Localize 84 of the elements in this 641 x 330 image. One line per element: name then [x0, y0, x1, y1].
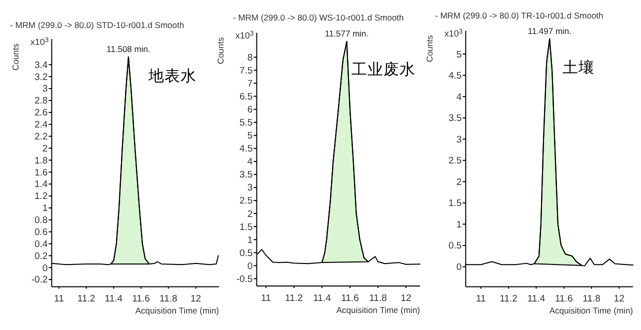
y-tick-label: 0 — [247, 260, 253, 272]
y-tick-label: 2.8 — [34, 96, 48, 107]
x-tick-label: 11.6 — [341, 293, 359, 304]
y-tick-label: 1 — [247, 234, 253, 246]
y-tick-label: 1.2 — [34, 191, 48, 202]
y-tick-label: 6 — [247, 104, 253, 116]
chart-title: - MRM (299.0 -> 80.0) STD-10-r001.d Smooth — [10, 20, 184, 30]
x-tick-label: 11.4 — [104, 294, 123, 305]
x-tick-label: 11 — [476, 294, 486, 305]
x-tick-label: 12 — [190, 294, 202, 305]
y-tick-label: 5 — [247, 130, 253, 142]
y-tick-label: 0.5 — [239, 248, 253, 259]
y-tick-label: 3.4 — [34, 60, 48, 71]
y-tick-label: 1.4 — [34, 179, 48, 190]
text: x10$^{3}$ — [30, 36, 49, 47]
y-tick-label: 4 — [456, 92, 462, 103]
y-tick-label: 2.4 — [34, 120, 48, 131]
y-tick-label: 8 — [247, 52, 253, 64]
x-tick-label: 11.4 — [313, 293, 331, 304]
y-axis-title: Counts — [424, 35, 435, 62]
y-tick-label: 0 — [456, 262, 462, 273]
y-tick-label: 3.5 — [239, 170, 253, 181]
y-axis-title: Counts — [10, 44, 21, 70]
x-tick-label: 11.8 — [582, 294, 600, 305]
y-tick-label: 6.5 — [239, 91, 253, 102]
x-tick-label: 11.2 — [285, 293, 303, 304]
x-tick-label: 11.2 — [500, 294, 518, 305]
y-tick-label: -0.2 — [31, 274, 48, 286]
x-tick-label: 11 — [54, 294, 64, 305]
annotation: 11.497 min. — [528, 26, 572, 36]
chart-title: - MRM (299.0 -> 80.0) TR-10-r001.d Smooth — [435, 10, 604, 21]
x-tick-label: 11.4 — [527, 294, 546, 305]
y-tick-label: 7 — [247, 78, 253, 90]
y-tick-label: 4.5 — [239, 144, 253, 155]
y-tick-label: 0.5 — [448, 240, 462, 252]
y-tick-label: 0.2 — [34, 250, 48, 262]
y-tick-label: 2 — [42, 143, 48, 154]
x-tick-label: 12 — [614, 294, 624, 305]
x-axis-title: Acquisition Time (min) — [549, 306, 634, 316]
text: x10$^{3}$ — [235, 30, 254, 41]
y-tick-label: 2.5 — [239, 196, 253, 207]
y-tick-label: 3.2 — [34, 72, 48, 83]
text: x10$^{3}$ — [444, 28, 463, 39]
y-tick-label: 4 — [247, 156, 253, 168]
y-tick-label: 3 — [42, 84, 48, 95]
annotation: 地表水 — [148, 67, 197, 85]
y-tick-label: 5.5 — [239, 118, 253, 129]
annotation: 土壤 — [562, 58, 595, 77]
x-tick-label: 11.6 — [554, 294, 573, 305]
y-tick-label: 2.5 — [448, 156, 462, 167]
y-tick-label: 2.6 — [34, 108, 48, 119]
x-tick-label: 11.2 — [77, 294, 96, 305]
y-tick-label: 0.6 — [34, 226, 48, 238]
chart-title: - MRM (299.0 -> 80.0) WS-10-r001.d Smooth — [233, 12, 404, 23]
x-tick-label: 12 — [400, 293, 412, 304]
y-tick-label: 0.8 — [34, 215, 48, 226]
y-tick-label: 4.5 — [448, 70, 462, 82]
y-tick-label: 1.5 — [239, 222, 253, 233]
y-tick-label: 1.5 — [448, 198, 462, 210]
y-tick-label: 3.5 — [448, 113, 462, 124]
x-axis-title: Acquisition Time (min) — [135, 306, 220, 316]
y-tick-label: 3 — [456, 134, 462, 146]
y-tick-label: 1.8 — [34, 155, 48, 166]
y-axis-title: Counts — [216, 37, 226, 64]
y-tick-label: 7.5 — [239, 65, 253, 76]
x-tick-label: 11.6 — [132, 294, 150, 305]
x-axis-title: Acquisition Time (min) — [336, 305, 420, 315]
y-tick-label: 1.6 — [34, 167, 48, 178]
y-tick-label: 0.4 — [34, 238, 48, 250]
y-tick-label: 0 — [42, 262, 48, 274]
y-tick-label: 3 — [247, 182, 253, 194]
x-tick-label: 11.8 — [159, 294, 178, 305]
y-tick-label: 1 — [42, 203, 48, 214]
y-tick-label: 2 — [456, 176, 462, 188]
x-tick-label: 11 — [261, 293, 271, 304]
y-tick-label: 5 — [456, 49, 462, 60]
y-tick-label: 1 — [456, 219, 462, 230]
annotation: 11.508 min. — [106, 44, 150, 54]
y-tick-label: 2 — [247, 208, 253, 220]
y-tick-label: 2.2 — [34, 131, 48, 142]
y-tick-label: -0.5 — [236, 274, 253, 285]
annotation: 11.577 min. — [324, 28, 369, 39]
annotation: 工业废水 — [351, 60, 416, 79]
x-tick-label: 11.8 — [369, 293, 387, 304]
